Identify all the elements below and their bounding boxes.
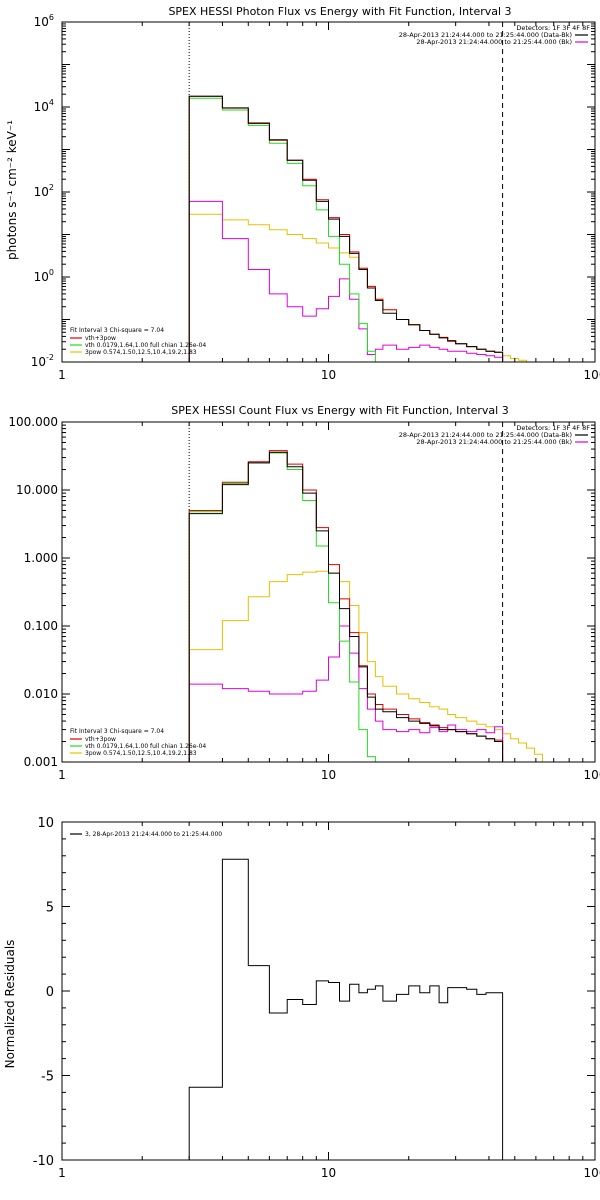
y-tick-label: -10: [33, 1154, 54, 1169]
count-legend-data-label: 28-Apr-2013 21:24:44.000 to 21:25:44.000…: [399, 431, 572, 439]
count-plot-content: [188, 422, 543, 762]
y-tick-label: 1.000: [24, 551, 58, 565]
photon-legend-bk-label: 28-Apr-2013 21:24:44.000 to 21:25:44.000…: [416, 38, 572, 46]
y-tick-label: 106: [34, 13, 54, 29]
y-tick-label: 0.001: [24, 755, 58, 769]
x-tick-label: 1: [58, 768, 66, 782]
count-flux-panel: SPEX HESSI Count Flux vs Energy with Fit…: [8, 404, 600, 782]
y-tick-label: 5: [46, 901, 54, 916]
series-bk: [188, 625, 504, 762]
x-tick-label: 10: [321, 368, 336, 382]
y-tick-label: -5: [41, 1070, 54, 1085]
x-tick-label: 1: [58, 1166, 66, 1180]
count-axes: 1 10 100 0.001 0.010 0.100 1.000 10.000 100.000: [8, 415, 600, 782]
photon-legend-data-label: 28-Apr-2013 21:24:44.000 to 21:25:44.000…: [399, 31, 572, 39]
y-tick-label: 10-2: [31, 353, 54, 369]
x-tick-label: 100: [584, 368, 600, 382]
photon-legend-top: Detectors: 1F 3F 4F 8F 28-Apr-2013 21:24…: [399, 24, 591, 46]
y-tick-label: 0.010: [24, 687, 58, 701]
residuals-panel: Normalized Residuals 1 10 100 -10 -5 0 5 10 3, …: [3, 816, 600, 1180]
series-vth: [188, 452, 397, 762]
residuals-axes: 1 10 100 -10 -5 0 5 10: [33, 816, 600, 1180]
y-tick-label: 100: [34, 268, 54, 284]
x-tick-label: 100: [584, 1166, 600, 1180]
photon-legend-3pow-label: 3pow 0.574,1.50,12.5,10.4,19.2,1.83: [85, 349, 197, 356]
x-tick-label: 10: [321, 1166, 336, 1180]
x-tick-label: 10: [321, 768, 336, 782]
count-legend-top: Detectors: 1F 3F 4F 8F 28-Apr-2013 21:24…: [399, 424, 591, 446]
y-tick-label: 0: [46, 985, 54, 1000]
count-legend-bottom: Fit Interval 3 Chi-square = 7.04 vth+3po…: [70, 728, 206, 757]
y-tick-label: 10: [37, 816, 54, 831]
y-tick-label: 0.100: [24, 619, 58, 633]
series-bk: [188, 200, 504, 362]
y-tick-label: 100.000: [8, 415, 58, 429]
photon-detectors-label: Detectors: 1F 3F 4F 8F: [516, 24, 590, 32]
residuals-legend-label: 3, 28-Apr-2013 21:24:44.000 to 21:25:44.…: [85, 831, 222, 838]
y-tick-label: 104: [34, 98, 54, 114]
y-tick-label: 102: [34, 183, 54, 199]
photon-axes: 1 10 100 10-2 100 102 104 106: [31, 13, 600, 382]
plot-frame: [61, 821, 596, 1161]
photon-legend-header: Fit Interval 3 Chi-square = 7.04: [70, 327, 164, 334]
residuals-legend: 3, 28-Apr-2013 21:24:44.000 to 21:25:44.…: [70, 831, 222, 838]
series-vth: [188, 97, 397, 362]
photon-legend-vth-label: vth 0.0179,1.64,1.00 full chian 1.26e-04: [85, 342, 206, 349]
count-panel-title: SPEX HESSI Count Flux vs Energy with Fit…: [171, 404, 508, 417]
photon-legend-bottom: Fit Interval 3 Chi-square = 7.04 vth+3po…: [70, 327, 206, 356]
residuals-plot-content: [188, 858, 504, 1160]
count-legend-header: Fit Interval 3 Chi-square = 7.04: [70, 728, 164, 735]
x-tick-label: 1: [58, 368, 66, 382]
photon-flux-panel: SPEX HESSI Photon Flux vs Energy with Fi…: [5, 5, 600, 382]
plot-frame: [61, 21, 596, 363]
series-vth-3pow: [188, 95, 504, 362]
series-3pow: [188, 213, 543, 362]
x-tick-label: 100: [584, 768, 600, 782]
count-legend-vth3pow-label: vth+3pow: [85, 736, 116, 743]
series-data: [188, 95, 504, 362]
photon-y-axis-label: photons s⁻¹ cm⁻² keV⁻¹: [5, 120, 19, 260]
photon-legend-vth3pow-label: vth+3pow: [85, 335, 116, 342]
count-legend-bk-label: 28-Apr-2013 21:24:44.000 to 21:25:44.000…: [416, 438, 572, 446]
count-detectors-label: Detectors: 1F 3F 4F 8F: [516, 424, 590, 432]
residuals-y-axis-label: Normalized Residuals: [3, 940, 17, 1069]
photon-panel-title: SPEX HESSI Photon Flux vs Energy with Fi…: [168, 5, 511, 18]
series-data: [188, 858, 504, 1160]
y-tick-label: 10.000: [16, 483, 58, 497]
photon-plot-content: [188, 22, 543, 362]
count-legend-vth-label: vth 0.0179,1.64,1.00 full chian 1.26e-04: [85, 743, 206, 750]
count-legend-3pow-label: 3pow 0.574,1.50,12.5,10.4,19.2,1.83: [85, 750, 197, 757]
series-data: [188, 451, 504, 762]
